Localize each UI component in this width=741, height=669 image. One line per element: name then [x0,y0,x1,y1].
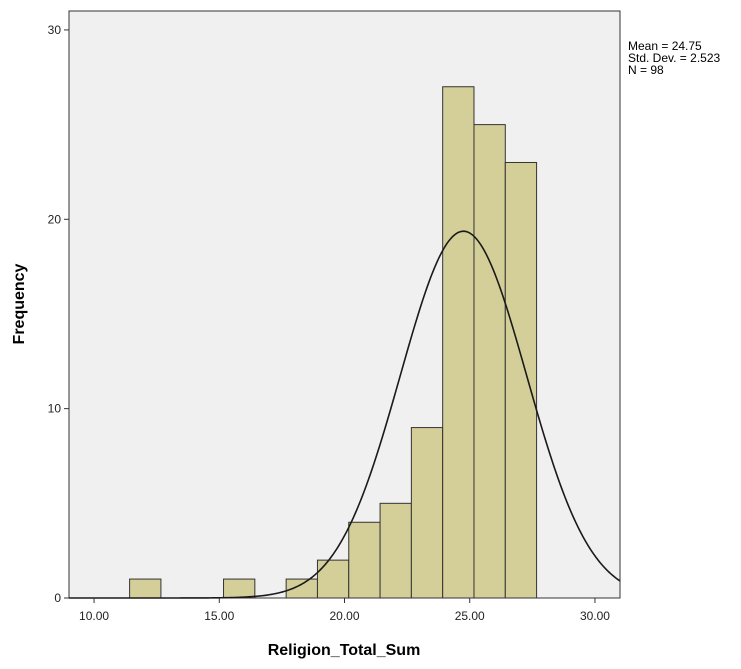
histogram-bar-6 [379,502,412,599]
stats-line-2: Std. Dev. = 2.523 [628,51,720,65]
x-tick-label-5: 30.00 [580,609,610,623]
y-tick-label-3: 20 [48,212,62,226]
y-tick-label-1: 0 [54,591,61,605]
bars-layer [129,86,538,599]
histogram-bar-5 [348,521,381,599]
histogram-bar-7 [410,427,444,599]
axes-layer: 10.00 15.00 20.00 25.00 30.00 0 10 20 30 [48,23,611,623]
y-axis-title: Frequency [11,263,28,344]
x-axis-title: Religion_Total_Sum [268,642,421,659]
histogram-bar-8 [442,86,475,599]
histogram-bar-2 [223,578,256,599]
y-tick-label-4: 30 [48,23,62,37]
histogram-bar-1 [129,578,162,599]
stats-line-3: N = 98 [628,63,664,77]
x-tick-label-4: 25.00 [455,609,485,623]
x-tick-label-3: 20.00 [329,609,359,623]
x-tick-label-2: 15.00 [204,609,234,623]
histogram-bar-10 [504,161,538,599]
histogram-bar-9 [473,124,506,599]
y-tick-label-2: 10 [48,402,62,416]
x-tick-label-1: 10.00 [79,609,109,623]
stats-line-1: Mean = 24.75 [628,39,702,53]
histogram-bar-4 [316,559,350,599]
normal-curve [69,230,621,599]
plot-area [68,10,621,599]
